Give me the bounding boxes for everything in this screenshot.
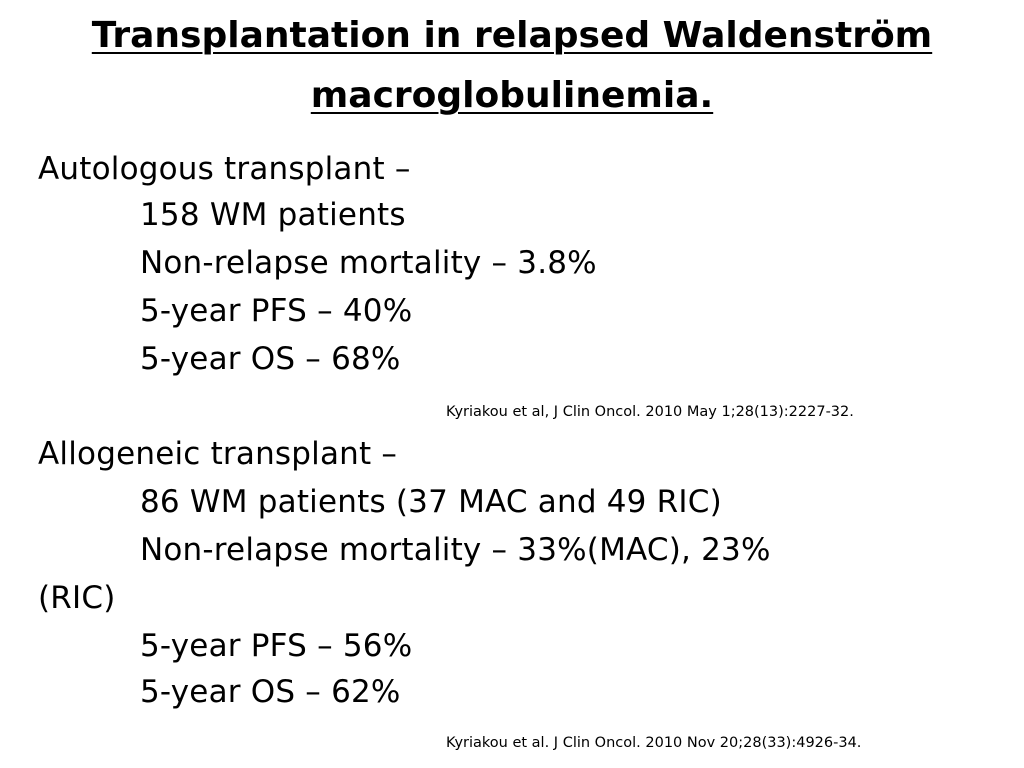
autologous-citation: Kyriakou et al, J Clin Oncol. 2010 May 1… (446, 404, 854, 420)
slide-title-line-2: macroglobulinemia. (310, 75, 714, 116)
allogeneic-citation: Kyriakou et al. J Clin Oncol. 2010 Nov 2… (446, 735, 862, 751)
autologous-nrm: Non-relapse mortality – 3.8% (140, 245, 597, 281)
autologous-os: 5-year OS – 68% (140, 341, 401, 377)
slide-title-line-1: Transplantation in relapsed Waldenström (91, 15, 933, 56)
allogeneic-pfs: 5-year PFS – 56% (140, 628, 413, 664)
autologous-patients: 158 WM patients (140, 197, 406, 233)
allogeneic-os: 5-year OS – 62% (140, 674, 401, 710)
autologous-heading: Autologous transplant – (38, 151, 411, 187)
allogeneic-patients: 86 WM patients (37 MAC and 49 RIC) (140, 484, 722, 520)
allogeneic-nrm: Non-relapse mortality – 33%(MAC), 23% (140, 532, 771, 568)
allogeneic-nrm-continuation: (RIC) (38, 580, 116, 616)
autologous-pfs: 5-year PFS – 40% (140, 293, 413, 329)
allogeneic-heading: Allogeneic transplant – (38, 436, 398, 472)
